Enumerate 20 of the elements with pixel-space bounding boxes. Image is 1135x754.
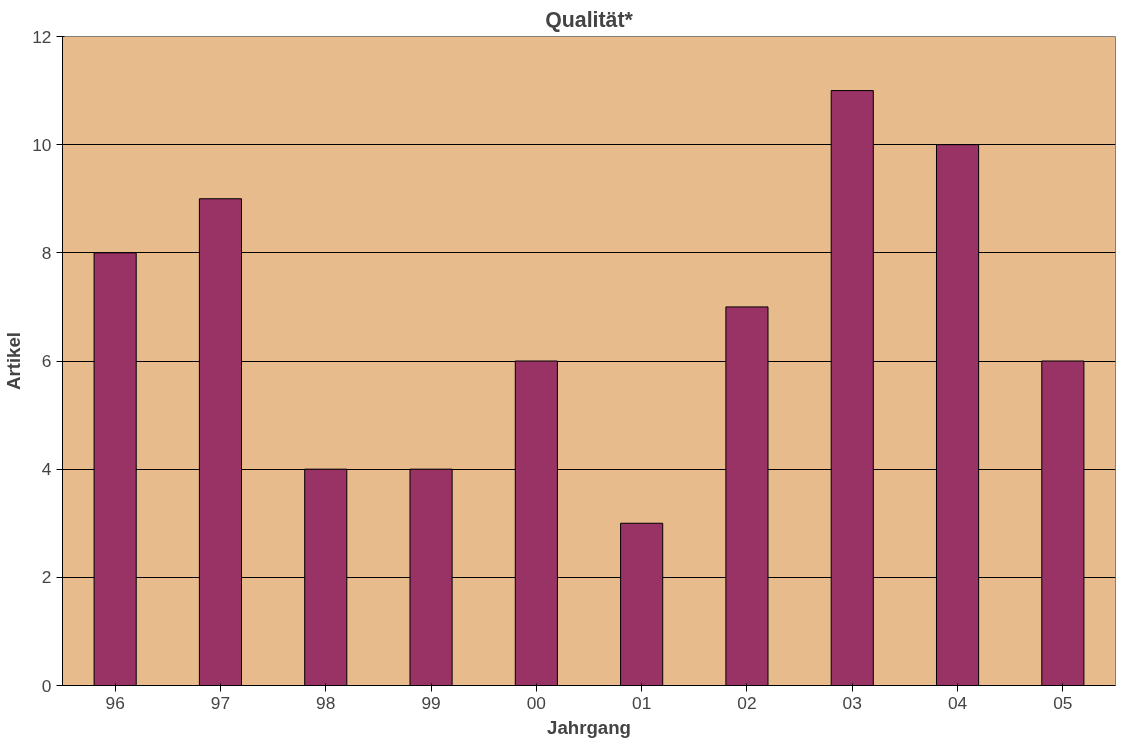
y-tick-label: 10 — [32, 134, 52, 155]
x-tick-label: 05 — [1053, 692, 1073, 713]
chart-title: Qualität* — [545, 7, 634, 32]
y-tick-label: 8 — [41, 242, 52, 263]
x-tick-label: 96 — [105, 692, 125, 713]
x-tick-label: 01 — [632, 692, 652, 713]
y-tick-label: 12 — [32, 26, 52, 47]
x-tick-label: 99 — [421, 692, 441, 713]
x-tick-label: 04 — [947, 692, 968, 713]
x-tick-label: 98 — [316, 692, 336, 713]
x-tick-label: 03 — [842, 692, 862, 713]
y-tick-label: 6 — [41, 351, 52, 371]
x-tick-label: 97 — [210, 692, 231, 713]
y-axis-title: Artikel — [3, 331, 25, 391]
y-tick-label: 2 — [41, 567, 52, 588]
y-tick-label: 4 — [41, 459, 52, 480]
x-tick-label: 02 — [737, 692, 757, 713]
x-tick-label: 00 — [526, 692, 546, 713]
x-axis-title: Jahrgang — [547, 716, 631, 738]
y-tick-label: 0 — [41, 675, 52, 696]
